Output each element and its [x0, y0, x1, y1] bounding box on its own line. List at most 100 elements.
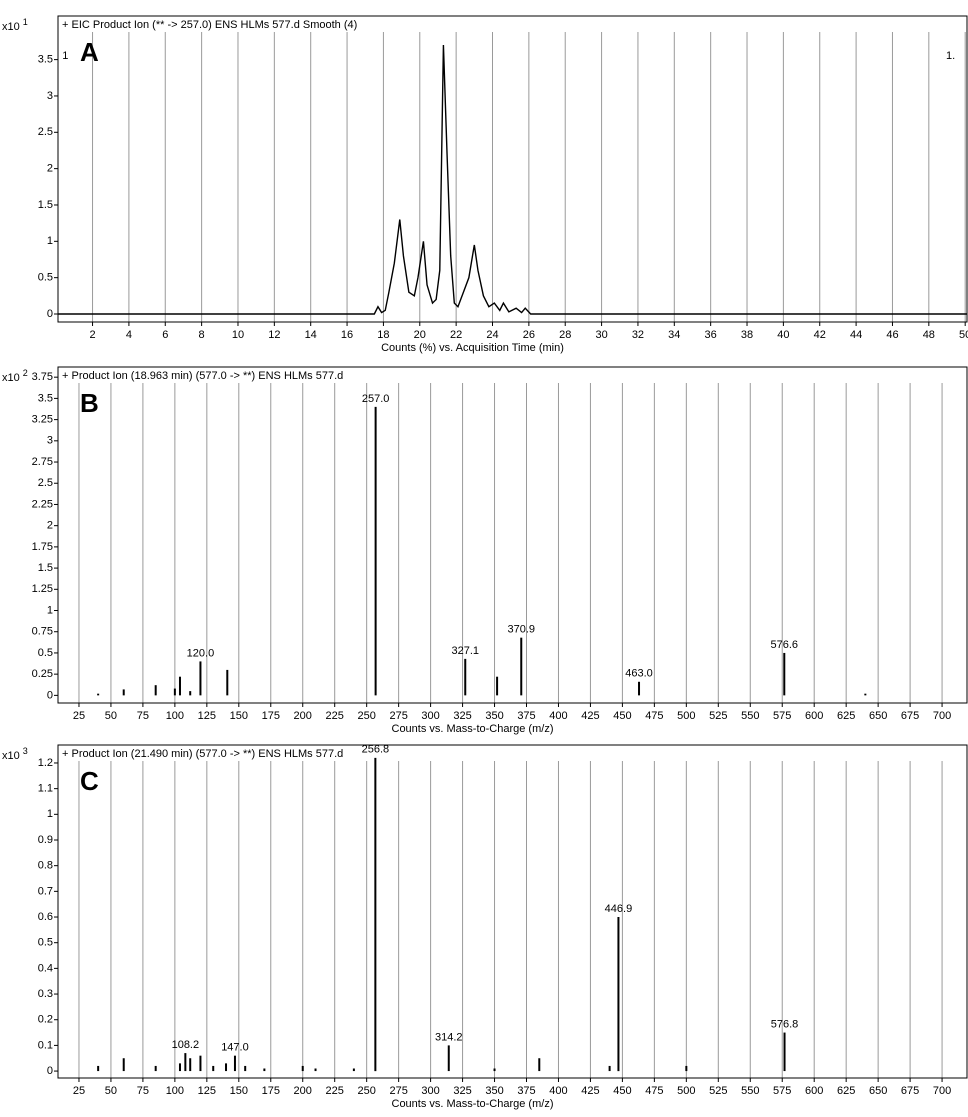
y-tick-label: 3.25: [32, 414, 53, 426]
plot-frame: [57, 15, 968, 323]
y-tick-label: 1.2: [38, 757, 53, 769]
x-tick-label: 425: [581, 1085, 599, 1097]
x-tick-label: 175: [262, 1085, 280, 1097]
x-tick-label: 650: [869, 1085, 887, 1097]
panel-label: A: [80, 37, 99, 67]
y-tick-label: 0.8: [38, 860, 53, 872]
x-tick-label: 275: [389, 1085, 407, 1097]
y-scale-exponent: 3: [23, 746, 28, 756]
x-tick-label: 350: [485, 710, 503, 722]
y-tick-label: 1: [47, 808, 53, 820]
x-tick-label: 575: [773, 710, 791, 722]
y-scale-base: x10: [2, 372, 20, 384]
x-tick-label: 50: [959, 329, 968, 341]
peak-label: 576.8: [771, 1018, 799, 1030]
y-tick-label: 3.75: [32, 371, 53, 383]
x-axis-label: Counts vs. Mass-to-Charge (m/z): [392, 1098, 554, 1110]
x-tick-label: 350: [485, 1085, 503, 1097]
x-tick-label: 32: [632, 329, 644, 341]
x-tick-label: 10: [232, 329, 244, 341]
x-tick-label: 16: [341, 329, 353, 341]
y-scale-label: x10 2: [2, 368, 28, 384]
x-tick-label: 675: [901, 710, 919, 722]
y-scale-exponent: 1: [23, 17, 28, 27]
x-tick-label: 650: [869, 710, 887, 722]
x-tick-label: 400: [549, 710, 567, 722]
y-tick-label: 0.75: [32, 626, 53, 638]
y-tick-label: 3: [47, 90, 53, 102]
peak-label: 108.2: [172, 1039, 200, 1051]
y-tick-label: 2.5: [38, 477, 53, 489]
annotation: 1.: [946, 50, 955, 62]
y-tick-label: 0.3: [38, 988, 53, 1000]
x-tick-label: 550: [741, 1085, 759, 1097]
y-tick-label: 0.5: [38, 647, 53, 659]
x-tick-label: 500: [677, 1085, 695, 1097]
y-tick-label: 0.5: [38, 937, 53, 949]
y-tick-label: 0.9: [38, 834, 53, 846]
y-tick-label: 0.1: [38, 1039, 53, 1051]
y-tick-label: 2.25: [32, 498, 53, 510]
x-tick-label: 375: [517, 710, 535, 722]
x-tick-label: 22: [450, 329, 462, 341]
x-tick-label: 125: [198, 1085, 216, 1097]
y-tick-label: 1.5: [38, 199, 53, 211]
y-tick-label: 2.5: [38, 126, 53, 138]
y-tick-label: 1.25: [32, 583, 53, 595]
x-tick-label: 325: [453, 710, 471, 722]
x-tick-label: 450: [613, 710, 631, 722]
x-tick-label: 4: [126, 329, 132, 341]
panel: 2 4 6 8 10 12 14 16 18 20 22 24 26 28 30 32 34 36 38 40 42 44…: [2, 15, 968, 354]
x-tick-label: 575: [773, 1085, 791, 1097]
x-tick-label: 42: [814, 329, 826, 341]
x-tick-label: 34: [668, 329, 680, 341]
x-tick-label: 225: [326, 710, 344, 722]
x-tick-label: 48: [923, 329, 935, 341]
y-tick-label: 2.75: [32, 456, 53, 468]
x-tick-label: 250: [357, 710, 375, 722]
x-tick-label: 300: [421, 710, 439, 722]
peak-label: 147.0: [221, 1042, 249, 1054]
y-scale-exponent: 2: [23, 368, 28, 378]
plot-frame: [57, 366, 968, 704]
y-tick-label: 1.5: [38, 562, 53, 574]
y-tick-label: 0.25: [32, 668, 53, 680]
x-tick-label: 525: [709, 1085, 727, 1097]
x-tick-label: 700: [933, 1085, 951, 1097]
panel: 25 50 75 100 125 150 175 200 225 250 275 300 325 350 3…: [2, 366, 968, 735]
y-tick-label: 0: [47, 689, 53, 701]
x-tick-label: 600: [805, 710, 823, 722]
x-tick-label: 20: [414, 329, 426, 341]
y-tick-label: 1: [47, 604, 53, 616]
y-tick-label: 0: [47, 1065, 53, 1077]
x-tick-label: 6: [162, 329, 168, 341]
x-tick-label: 75: [137, 1085, 149, 1097]
y-tick-label: 0.4: [38, 962, 53, 974]
peak-label: 446.9: [605, 903, 633, 915]
x-tick-label: 275: [389, 710, 407, 722]
peak-label: 314.2: [435, 1031, 463, 1043]
x-tick-label: 100: [166, 1085, 184, 1097]
x-tick-label: 25: [73, 710, 85, 722]
plot-frame: [57, 744, 968, 1079]
x-tick-label: 600: [805, 1085, 823, 1097]
peak-label: 257.0: [362, 393, 390, 405]
x-tick-label: 50: [105, 1085, 117, 1097]
x-tick-label: 475: [645, 1085, 663, 1097]
y-tick-label: 2: [47, 520, 53, 532]
y-tick-label: 2: [47, 163, 53, 175]
x-tick-label: 24: [486, 329, 498, 341]
y-tick-label: 0.7: [38, 885, 53, 897]
x-tick-label: 675: [901, 1085, 919, 1097]
y-tick-label: 0: [47, 308, 53, 320]
x-axis-label: Counts (%) vs. Acquisition Time (min): [381, 342, 564, 354]
y-tick-label: 3.5: [38, 392, 53, 404]
y-scale-label: x10 3: [2, 746, 28, 762]
x-tick-label: 250: [357, 1085, 375, 1097]
x-axis-label: Counts vs. Mass-to-Charge (m/z): [392, 723, 554, 735]
peak-label: 370.9: [507, 624, 535, 636]
y-tick-label: 1.1: [38, 783, 53, 795]
x-tick-label: 44: [850, 329, 862, 341]
panel: 25 50 75 100 125 150 175 200 225 250 275 300 325 350 3…: [2, 744, 968, 1110]
